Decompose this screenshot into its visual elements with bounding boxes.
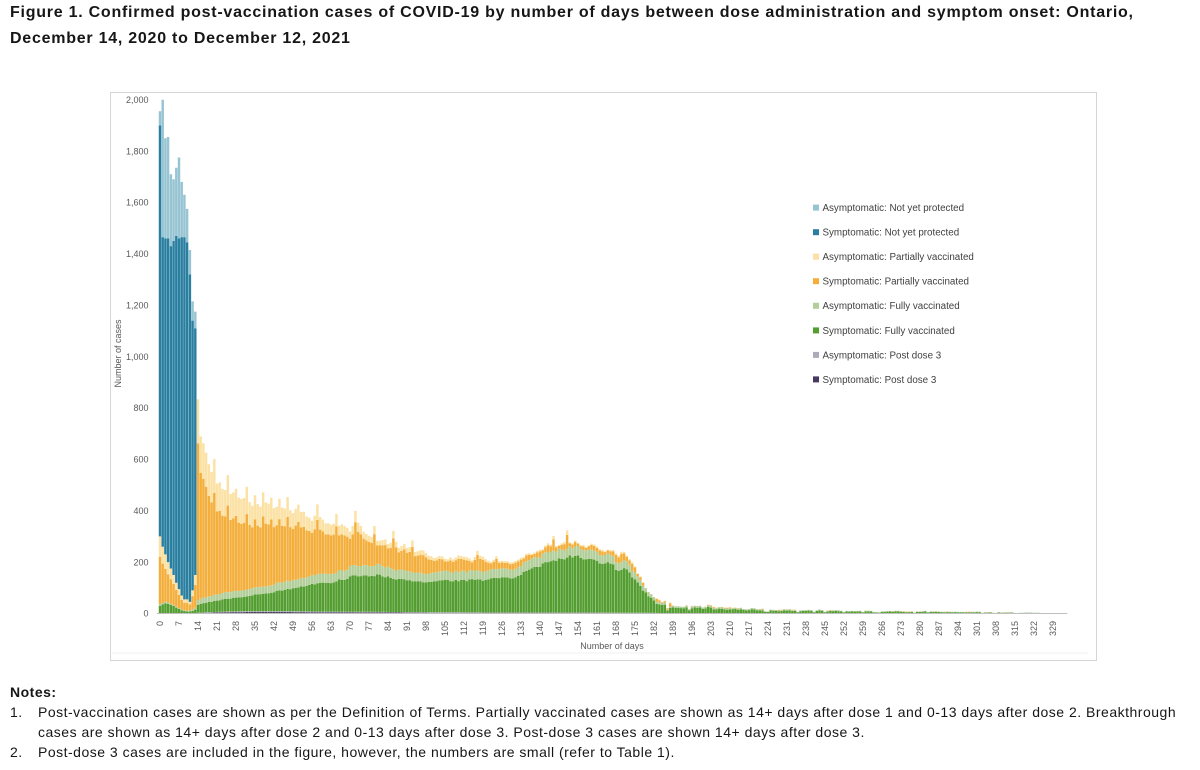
svg-text:7: 7 <box>174 621 184 626</box>
svg-text:Number of cases: Number of cases <box>113 319 123 388</box>
svg-text:91: 91 <box>402 621 412 631</box>
svg-text:273: 273 <box>896 621 906 636</box>
svg-text:Symptomatic: Partially vaccina: Symptomatic: Partially vaccinated <box>823 277 969 288</box>
svg-text:98: 98 <box>421 621 431 631</box>
svg-text:147: 147 <box>554 621 564 636</box>
svg-text:175: 175 <box>630 621 640 636</box>
svg-text:161: 161 <box>592 621 602 636</box>
svg-text:224: 224 <box>763 621 773 636</box>
svg-text:800: 800 <box>133 403 148 413</box>
svg-text:119: 119 <box>478 621 488 635</box>
svg-text:322: 322 <box>1029 621 1039 636</box>
svg-text:182: 182 <box>649 621 659 636</box>
svg-text:105: 105 <box>440 621 450 636</box>
svg-text:154: 154 <box>573 621 583 636</box>
svg-text:238: 238 <box>801 621 811 636</box>
svg-text:21: 21 <box>212 621 222 631</box>
svg-text:189: 189 <box>668 621 678 636</box>
svg-text:14: 14 <box>193 621 203 631</box>
svg-text:329: 329 <box>1048 621 1058 636</box>
svg-text:Symptomatic: Not yet protected: Symptomatic: Not yet protected <box>823 228 960 239</box>
svg-text:1,800: 1,800 <box>126 146 149 156</box>
svg-text:1,600: 1,600 <box>126 198 149 208</box>
svg-text:294: 294 <box>953 621 963 636</box>
svg-text:266: 266 <box>877 621 887 636</box>
svg-text:287: 287 <box>934 621 944 636</box>
svg-text:259: 259 <box>858 621 868 636</box>
svg-text:35: 35 <box>250 621 260 631</box>
svg-text:Asymptomatic: Fully vaccinated: Asymptomatic: Fully vaccinated <box>823 301 960 312</box>
svg-text:1,400: 1,400 <box>126 249 149 259</box>
svg-text:301: 301 <box>972 621 982 636</box>
svg-text:2,000: 2,000 <box>126 95 149 105</box>
svg-text:77: 77 <box>364 621 374 631</box>
svg-text:1,200: 1,200 <box>126 300 149 310</box>
svg-text:42: 42 <box>269 621 279 631</box>
svg-text:126: 126 <box>497 621 507 636</box>
svg-text:1,000: 1,000 <box>126 352 149 362</box>
svg-text:245: 245 <box>820 621 830 636</box>
svg-text:0: 0 <box>143 609 148 619</box>
svg-text:84: 84 <box>383 621 393 631</box>
svg-text:168: 168 <box>611 621 621 636</box>
svg-text:133: 133 <box>516 621 526 636</box>
svg-text:Asymptomatic: Not yet protecte: Asymptomatic: Not yet protected <box>823 203 965 214</box>
svg-text:56: 56 <box>307 621 317 631</box>
svg-text:Symptomatic: Fully vaccinated: Symptomatic: Fully vaccinated <box>823 326 955 337</box>
svg-text:0: 0 <box>155 621 165 626</box>
svg-text:308: 308 <box>991 621 1001 636</box>
svg-text:112: 112 <box>459 621 469 635</box>
svg-text:280: 280 <box>915 621 925 636</box>
svg-text:203: 203 <box>706 621 716 636</box>
svg-text:Number of days: Number of days <box>580 641 644 651</box>
svg-text:210: 210 <box>725 621 735 636</box>
svg-text:231: 231 <box>782 621 792 636</box>
svg-text:200: 200 <box>133 557 148 567</box>
svg-text:49: 49 <box>288 621 298 631</box>
svg-text:315: 315 <box>1010 621 1020 636</box>
svg-text:140: 140 <box>535 621 545 636</box>
svg-text:252: 252 <box>839 621 849 636</box>
svg-text:196: 196 <box>687 621 697 636</box>
svg-text:63: 63 <box>326 621 336 631</box>
svg-text:217: 217 <box>744 621 754 636</box>
svg-text:400: 400 <box>133 506 148 516</box>
svg-text:70: 70 <box>345 621 355 631</box>
svg-text:28: 28 <box>231 621 241 631</box>
svg-text:Symptomatic: Post dose 3: Symptomatic: Post dose 3 <box>823 375 937 386</box>
svg-text:Asymptomatic: Partially vaccin: Asymptomatic: Partially vaccinated <box>823 252 974 263</box>
svg-text:Asymptomatic: Post dose 3: Asymptomatic: Post dose 3 <box>823 350 942 361</box>
svg-text:600: 600 <box>133 455 148 465</box>
